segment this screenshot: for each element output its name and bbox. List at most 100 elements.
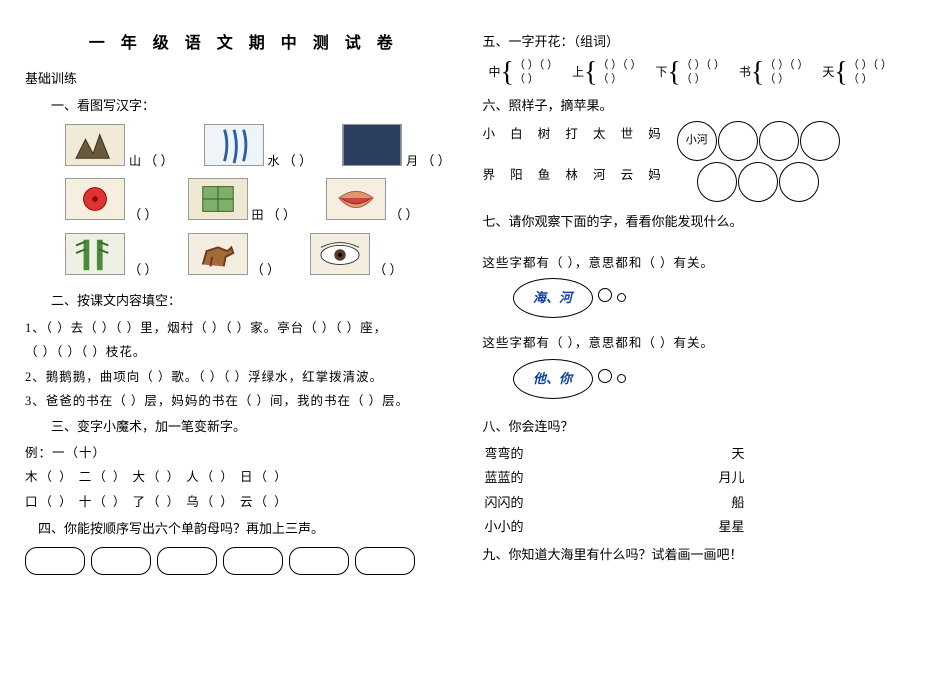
match-right: 星星 [718,515,744,538]
section-6-heading: 六、照样子，摘苹果。 [483,94,921,117]
blank-paren: （ ） [267,207,296,222]
brace-icon: { [751,66,764,80]
match-left: 弯弯的 [485,442,524,465]
pic-row-1: 山 （ ） 水 （ ） 月 （ ） [65,124,463,173]
brace-icon: { [834,66,847,80]
pic-item: （ ） [65,233,158,281]
apple-circle[interactable] [738,162,778,202]
cloud-bubble: 海、河 [513,278,593,318]
pic-item: （ ） [326,178,419,226]
match-right: 月儿 [718,466,744,489]
q3-example: 例：一（十） [25,442,463,465]
pic-item: 月 （ ） [342,124,451,173]
apple-circle[interactable] [800,121,840,161]
blank-paren: （ ） [128,262,157,277]
section-7-heading: 七、请你观察下面的字，看看你能发现什么。 [483,210,921,233]
flower-item: 上 { （ ）（ ）（ ） [572,59,641,85]
mouth-icon [326,178,386,220]
brace-icon: { [501,66,514,80]
flower-char: 下 [655,62,667,84]
pic-item: 山 （ ） [65,124,174,173]
cloud-dot-icon [617,293,626,302]
flower-char: 天 [822,62,834,84]
water-icon [204,124,264,166]
cloud-dot-icon [598,288,612,302]
flower-char: 中 [489,62,501,84]
page-title: 一 年 级 语 文 期 中 测 试 卷 [25,30,463,59]
flower-item: 中 { （ ）（ ）（ ） [489,59,558,85]
q2-line3: 3、爸爸的书在（ ）层，妈妈的书在（ ）间，我的书在（ ）层。 [25,390,463,413]
flower-item: 天 { （ ）（ ）（ ） [822,59,891,85]
bamboo-icon [65,233,125,275]
cloud-bubble: 他、你 [513,359,593,399]
match-pair: 弯弯的 天 [485,442,745,465]
left-column: 一 年 级 语 文 期 中 测 试 卷 基础训练 一、看图写汉字： 山 （ ） … [25,30,463,653]
pic-char: 水 [268,154,280,168]
apple-circle[interactable] [759,121,799,161]
section-3-heading: 三、变字小魔术，加一笔变新字。 [25,415,463,438]
sun-icon [65,178,125,220]
section-jichu: 基础训练 [25,67,463,90]
pic-item: 水 （ ） [204,124,313,173]
apple-circle[interactable] [779,162,819,202]
vowel-box[interactable] [157,547,217,575]
section-1-heading: 一、看图写汉字： [25,94,463,117]
flower-item: 书 { （ ）（ ）（ ） [739,59,808,85]
q3-row2: 口（ ） 十（ ） 了（ ） 乌（ ） 云（ ） [25,491,463,514]
match-right: 船 [731,491,744,514]
pic-item: 田 （ ） [188,178,297,227]
apple-line2: 界 阳 鱼 林 河 云 妈 [483,164,667,187]
match-pair: 小小的 星星 [485,515,745,538]
brace-icon: { [584,66,597,80]
flower-item: 下 { （ ）（ ）（ ） [655,59,724,85]
vowel-box[interactable] [91,547,151,575]
apple-circle[interactable] [697,162,737,202]
horse-icon [188,233,248,275]
apple-circle[interactable] [718,121,758,161]
q2-line2: 2、鹅鹅鹅，曲项向（ ）歌。（ ）（ ）浮绿水，红掌拨清波。 [25,366,463,389]
blank-paren: （ ） [128,207,157,222]
vowel-box[interactable] [223,547,283,575]
section-5-heading: 五、一字开花：（组词） [483,30,921,53]
q2-line1: 1、（ ）去（ ）（ ）里，烟村（ ）（ ）家。亭台（ ）（ ）座， [25,317,463,340]
apple-circles: 小河 [677,121,840,202]
blank-paren: （ ） [144,153,173,168]
vowel-box[interactable] [25,547,85,575]
section-4-heading: 四、你能按顺序写出六个单韵母吗？再加上三声。 [25,517,463,540]
match-left: 闪闪的 [485,491,524,514]
q7-line1: 这些字都有（ ），意思都和（ ）有关。 [483,252,921,275]
vowel-box[interactable] [355,547,415,575]
pic-row-2: （ ） 田 （ ） （ ） [65,178,463,227]
q7-line2: 这些字都有（ ），意思都和（ ）有关。 [483,332,921,355]
match-pair: 闪闪的 船 [485,491,745,514]
match-left: 小小的 [485,515,524,538]
mountain-icon [65,124,125,166]
cloud-group-1: 海、河 [513,278,921,318]
flower-char: 书 [739,62,751,84]
moon-icon [342,124,402,166]
apple-circle-filled: 小河 [677,121,717,161]
apple-words: 小 白 树 打 太 世 妈 界 阳 鱼 林 河 云 妈 [483,121,667,188]
match-pair: 蓝蓝的月儿 [485,466,745,489]
pic-item: （ ） [310,233,403,281]
pic-item: （ ） [65,178,158,226]
pic-char: 月 [406,154,418,168]
pic-item: （ ） [188,233,281,281]
flower-row: 中 { （ ）（ ）（ ） 上 { （ ）（ ）（ ） 下 { （ ）（ ）（ … [483,57,921,87]
eye-icon [310,233,370,275]
vowel-box[interactable] [289,547,349,575]
pic-char: 山 [129,154,141,168]
blank-paren: （ ） [389,207,418,222]
brace-icon: { [667,66,680,80]
apple-line1: 小 白 树 打 太 世 妈 [483,123,667,146]
match-right: 天 [731,442,744,465]
q2-line1b: （ ）（ ）（ ）枝花。 [25,341,463,364]
field-icon [188,178,248,220]
cloud-group-2: 他、你 [513,359,921,399]
section-8-heading: 八、你会连吗？ [483,415,921,438]
cloud-dot-icon [617,374,626,383]
apple-area: 小 白 树 打 太 世 妈 界 阳 鱼 林 河 云 妈 小河 [483,121,921,202]
q3-row1: 木（ ） 二（ ） 大（ ） 人（ ） 日（ ） [25,466,463,489]
cloud-dot-icon [598,369,612,383]
pic-row-3: （ ） （ ） （ ） [65,233,463,281]
